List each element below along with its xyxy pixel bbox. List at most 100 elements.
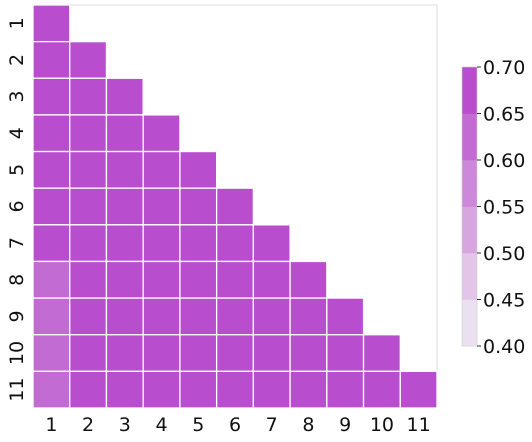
y-tick-label-4: 4 xyxy=(6,127,28,139)
heatmap-cell-r2-c2 xyxy=(69,40,108,79)
heatmap-cell-r6-c5 xyxy=(179,187,218,226)
heatmap-cell-r8-c5 xyxy=(179,260,218,299)
colorbar-segment-2 xyxy=(462,253,477,300)
heatmap-cell-r9-c9 xyxy=(326,297,365,336)
heatmap-cell-r9-c3 xyxy=(105,297,144,336)
y-tick-label-3: 3 xyxy=(6,91,28,103)
x-tick-label-8: 8 xyxy=(302,414,314,436)
heatmap-cells xyxy=(32,4,438,409)
heatmap-cell-r5-c5 xyxy=(179,150,218,189)
heatmap-cell-r8-c3 xyxy=(105,260,144,299)
colorbar-tick-label-0.65: 0.65 xyxy=(483,104,525,126)
heatmap-cell-r3-c3 xyxy=(105,77,144,116)
heatmap-cell-r3-c1 xyxy=(32,77,71,116)
heatmap-cell-r9-c2 xyxy=(69,297,108,336)
colorbar-tick-label-0.40: 0.40 xyxy=(483,336,525,358)
heatmap-cell-r10-c5 xyxy=(179,334,218,373)
heatmap-cell-r8-c7 xyxy=(252,260,291,299)
x-tick-label-5: 5 xyxy=(192,414,204,436)
heatmap-cell-r10-c10 xyxy=(362,334,401,373)
heatmap-cell-r8-c1 xyxy=(32,260,71,299)
colorbar xyxy=(461,66,478,347)
y-tick-label-2: 2 xyxy=(6,54,28,66)
heatmap-cell-r4-c4 xyxy=(142,114,181,153)
heatmap-cell-r5-c2 xyxy=(69,150,108,189)
heatmap-cell-r10-c2 xyxy=(69,334,108,373)
heatmap-cell-r6-c3 xyxy=(105,187,144,226)
heatmap-cell-r9-c8 xyxy=(289,297,328,336)
heatmap-cell-r7-c5 xyxy=(179,224,218,263)
colorbar-segment-3 xyxy=(462,206,477,254)
heatmap-cell-r11-c10 xyxy=(362,370,401,409)
heatmap-cell-r7-c4 xyxy=(142,224,181,263)
heatmap-cell-r5-c4 xyxy=(142,150,181,189)
colorbar-tick-label-0.60: 0.60 xyxy=(483,150,525,172)
colorbar-tick-label-0.50: 0.50 xyxy=(483,243,525,265)
y-tick-label-9: 9 xyxy=(6,310,28,322)
x-tick-label-9: 9 xyxy=(339,414,351,436)
heatmap-cell-r10-c3 xyxy=(105,334,144,373)
colorbar-tick-labels: 0.40 0.45 0.50 0.55 0.60 0.65 0.70 xyxy=(477,57,525,358)
y-tick-label-5: 5 xyxy=(6,164,28,176)
heatmap-cell-r9-c4 xyxy=(142,297,181,336)
heatmap-cell-r3-c2 xyxy=(69,77,108,116)
heatmap-cell-r5-c1 xyxy=(32,150,71,189)
heatmap-cell-r7-c1 xyxy=(32,224,71,263)
y-tick-label-10: 10 xyxy=(6,341,28,365)
heatmap-cell-r11-c11 xyxy=(399,370,438,409)
heatmap-cell-r7-c7 xyxy=(252,224,291,263)
heatmap-cell-r11-c4 xyxy=(142,370,181,409)
heatmap-cell-r6-c1 xyxy=(32,187,71,226)
heatmap-cell-r4-c3 xyxy=(105,114,144,153)
colorbar-segment-6 xyxy=(462,67,477,114)
heatmap-cell-r8-c2 xyxy=(69,260,108,299)
heatmap-cell-r9-c5 xyxy=(179,297,218,336)
heatmap-cell-r11-c5 xyxy=(179,370,218,409)
colorbar-tick-label-0.45: 0.45 xyxy=(483,290,525,312)
heatmap-cell-r11-c2 xyxy=(69,370,108,409)
heatmap-cell-r10-c8 xyxy=(289,334,328,373)
heatmap-cell-r8-c4 xyxy=(142,260,181,299)
colorbar-segment-4 xyxy=(462,160,477,207)
y-tick-label-7: 7 xyxy=(6,237,28,249)
colorbar-segment-5 xyxy=(462,113,477,161)
heatmap-cell-r10-c1 xyxy=(32,334,71,373)
y-tick-label-1: 1 xyxy=(6,17,28,29)
x-tick-label-6: 6 xyxy=(229,414,241,436)
heatmap-cell-r7-c3 xyxy=(105,224,144,263)
colorbar-tick-label-0.70: 0.70 xyxy=(483,57,525,79)
y-tick-label-8: 8 xyxy=(6,274,28,286)
heatmap-cell-r5-c3 xyxy=(105,150,144,189)
y-tick-label-6: 6 xyxy=(6,200,28,212)
x-tick-label-1: 1 xyxy=(45,414,57,436)
heatmap-cell-r9-c6 xyxy=(215,297,255,336)
heatmap-cell-r1-c1 xyxy=(32,4,71,43)
heatmap-cell-r8-c6 xyxy=(215,260,255,299)
heatmap-cell-r6-c6 xyxy=(215,187,255,226)
heatmap-cell-r11-c6 xyxy=(215,370,255,409)
heatmap-cell-r9-c7 xyxy=(252,297,291,336)
heatmap-cell-r10-c9 xyxy=(326,334,365,373)
colorbar-tick-label-0.55: 0.55 xyxy=(483,197,525,219)
heatmap-cell-r7-c6 xyxy=(215,224,255,263)
x-tick-label-10: 10 xyxy=(370,414,394,436)
heatmap-cell-r7-c2 xyxy=(69,224,108,263)
heatmap-cell-r11-c9 xyxy=(326,370,365,409)
y-tick-labels: 1 2 3 4 5 6 7 8 9 10 11 xyxy=(6,17,28,402)
heatmap-cell-r10-c7 xyxy=(252,334,291,373)
x-tick-label-3: 3 xyxy=(119,414,131,436)
heatmap-cell-r10-c4 xyxy=(142,334,181,373)
x-tick-label-11: 11 xyxy=(407,414,431,436)
x-tick-label-7: 7 xyxy=(266,414,278,436)
y-tick-label-11: 11 xyxy=(6,378,28,402)
x-tick-labels: 1 2 3 4 5 6 7 8 9 10 11 xyxy=(45,414,430,436)
heatmap-cell-r6-c2 xyxy=(69,187,108,226)
colorbar-segment-1 xyxy=(462,299,477,347)
heatmap-cell-r2-c1 xyxy=(32,40,71,79)
heatmap-cell-r11-c8 xyxy=(289,370,328,409)
heatmap-cell-r11-c7 xyxy=(252,370,291,409)
heatmap-cell-r4-c1 xyxy=(32,114,71,153)
heatmap-cell-r10-c6 xyxy=(215,334,255,373)
heatmap-cell-r8-c8 xyxy=(289,260,328,299)
